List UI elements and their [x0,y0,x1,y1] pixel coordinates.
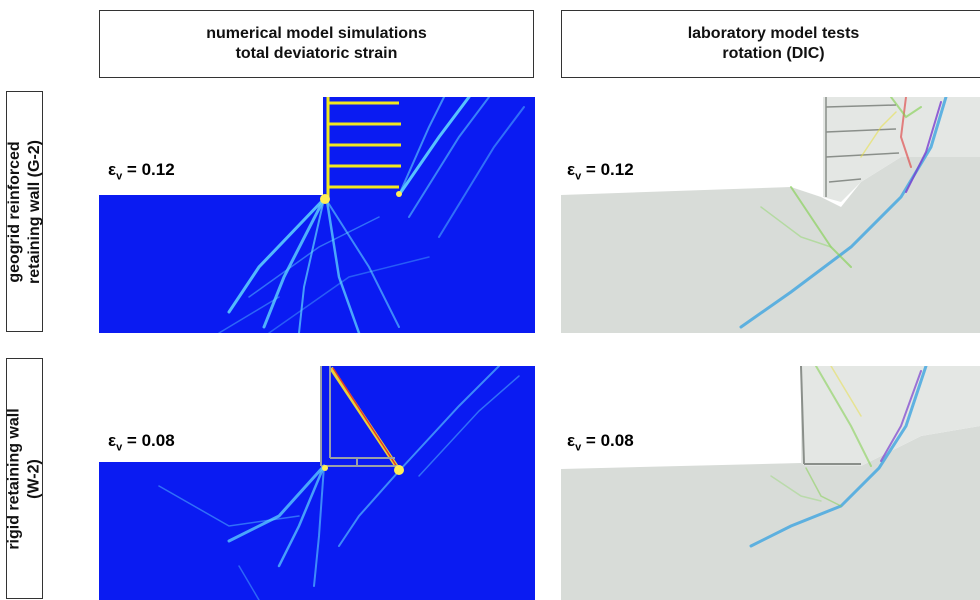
row-header-rigid-text: rigid retaining wall (W-2) [5,408,45,549]
row-rigid-line2: (W-2) [25,458,43,499]
header-laboratory-tests: laboratory model tests rotation (DIC) [561,10,980,78]
row-geogrid-line1: geogrid reinforced [5,140,23,283]
panel-laboratory-geogrid [561,97,980,333]
strain-label-geogrid-numerical: εv = 0.12 [108,160,175,183]
header-numerical-line1: numerical model simulations [206,25,427,42]
dic-field-geogrid [561,97,980,333]
row-header-geogrid-text: geogrid reinforced retaining wall (G-2) [5,139,45,283]
row-header-rigid: rigid retaining wall (W-2) [6,358,43,599]
header-numerical-simulations: numerical model simulations total deviat… [99,10,534,78]
row-geogrid-line2: retaining wall (G-2) [25,139,43,284]
strain-label-rigid-lab: εv = 0.08 [567,431,634,454]
strain-field-rigid [99,366,535,600]
header-lab-line1: laboratory model tests [687,25,860,42]
strain-label-geogrid-lab: εv = 0.12 [567,160,634,183]
dic-field-rigid [561,366,980,600]
header-numerical-line2: total deviatoric strain [235,45,398,62]
row-rigid-line1: rigid retaining wall [5,407,23,550]
row-header-geogrid: geogrid reinforced retaining wall (G-2) [6,91,43,332]
panel-numerical-rigid [99,366,535,600]
strain-field-geogrid [99,97,535,333]
strain-label-rigid-numerical: εv = 0.08 [108,431,175,454]
panel-laboratory-rigid [561,366,980,600]
header-lab-line2: rotation (DIC) [722,45,825,62]
panel-numerical-geogrid [99,97,535,333]
